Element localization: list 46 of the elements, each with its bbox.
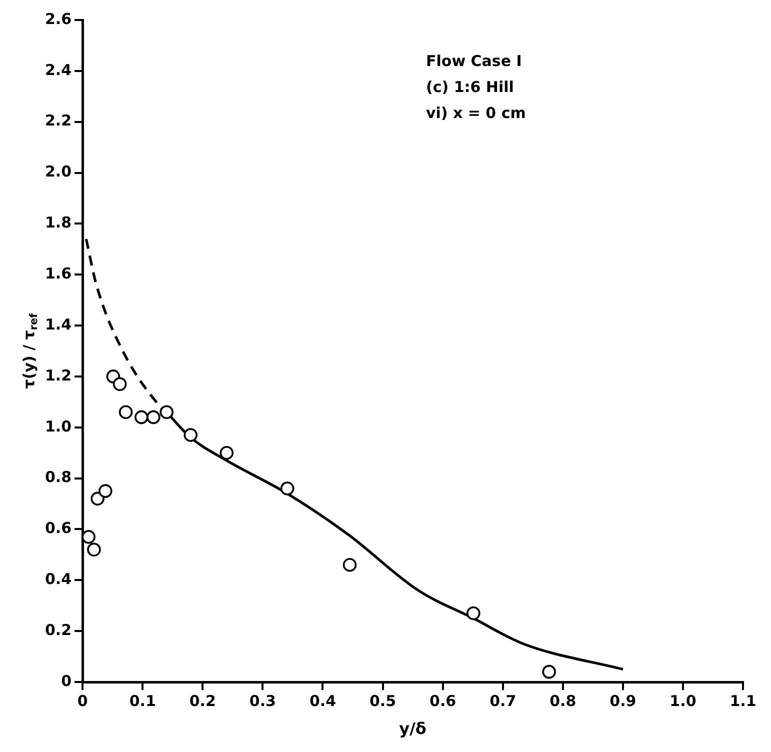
point xyxy=(184,428,198,442)
x-tick-label: 0.5 xyxy=(369,692,396,710)
x-tick-label: 0 xyxy=(77,692,88,710)
x-tick-label: 0.9 xyxy=(610,692,636,710)
y-tick-label: 2.2 xyxy=(44,112,72,130)
y-tick-label: 0.4 xyxy=(44,570,72,588)
x-tick-label: 0.4 xyxy=(309,692,336,710)
point xyxy=(160,405,174,420)
y-tick-label: 1.0 xyxy=(44,417,72,436)
point xyxy=(466,606,480,620)
point xyxy=(146,410,160,424)
x-tick-label: 0.7 xyxy=(490,692,516,710)
y-tick-label: 0.2 xyxy=(44,620,72,639)
point xyxy=(118,405,133,420)
y-tick-label: 2.0 xyxy=(44,162,72,181)
point xyxy=(134,410,148,424)
y-tick-label: 2.4 xyxy=(44,60,72,79)
x-axis-title: y/δ xyxy=(399,719,426,738)
point xyxy=(220,446,234,460)
point xyxy=(112,377,127,391)
point xyxy=(342,558,357,572)
x-tick-label: 0.3 xyxy=(249,692,276,710)
point xyxy=(90,492,104,506)
annotation: Flow Case I xyxy=(426,52,522,70)
x-tick-label: 0.2 xyxy=(189,692,216,710)
x-tick-label: 0.1 xyxy=(129,692,156,710)
y-tick-label: 0 xyxy=(61,672,72,690)
point xyxy=(82,530,96,544)
y-tick-label: 0.6 xyxy=(44,519,72,538)
x-tick-label: 0.8 xyxy=(550,692,576,710)
y-tick-label: 0.8 xyxy=(44,468,72,486)
point xyxy=(98,484,112,498)
annotation: (c) 1:6 Hill xyxy=(426,78,514,96)
point xyxy=(280,482,294,496)
y-tick-label: 1.8 xyxy=(44,214,72,232)
x-tick-label: 1.1 xyxy=(730,692,756,710)
y-tick-label: 1.2 xyxy=(44,366,72,384)
point xyxy=(542,664,556,679)
x-tick-label: 1.0 xyxy=(670,692,696,710)
y-tick-label: 1.6 xyxy=(44,264,72,283)
y-tick-label: 2.6 xyxy=(44,10,72,28)
annotation: vi) x = 0 cm xyxy=(426,104,526,122)
y-axis-title: τ(y) / τref xyxy=(20,312,40,389)
point xyxy=(87,542,101,556)
y-tick-label: 1.4 xyxy=(44,315,72,334)
x-tick-label: 0.6 xyxy=(430,692,456,710)
